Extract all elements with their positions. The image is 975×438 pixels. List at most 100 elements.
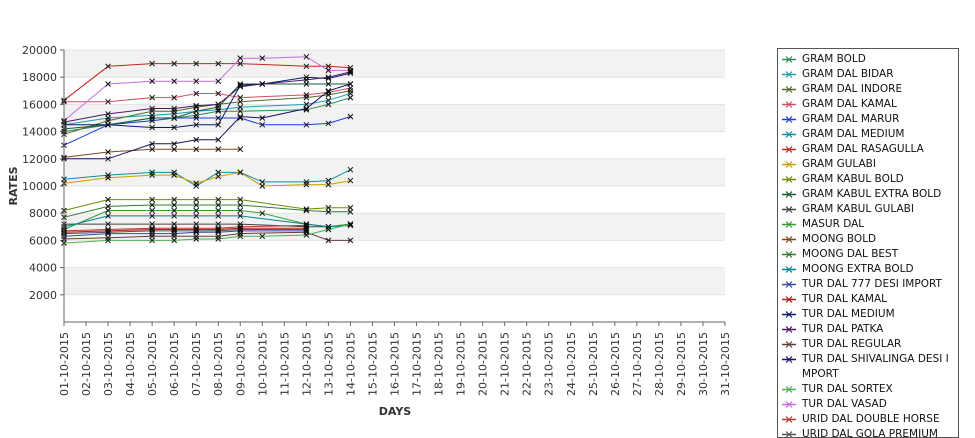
data-point — [325, 177, 332, 184]
y-tick-label: 16000 — [22, 98, 57, 111]
series-line-24 — [63, 229, 307, 235]
data-point — [149, 94, 155, 101]
data-point — [303, 101, 310, 108]
data-point — [193, 102, 200, 109]
data-point — [303, 181, 310, 188]
data-point — [237, 60, 244, 67]
data-point — [303, 92, 310, 98]
data-point — [193, 228, 200, 234]
data-point — [325, 181, 332, 188]
legend-item[interactable]: MOONG EXTRA BOLD — [778, 262, 958, 277]
x-tick-label: 25-10-2015 — [587, 332, 600, 396]
legend-item[interactable]: GRAM DAL BIDAR — [778, 67, 958, 82]
data-point — [215, 169, 222, 176]
data-point — [237, 104, 244, 110]
data-point — [325, 89, 332, 96]
data-point — [325, 63, 332, 70]
data-point — [193, 146, 200, 153]
data-point — [171, 94, 178, 101]
x-tick-label: 08-10-2015 — [212, 332, 225, 396]
legend-marker-icon — [782, 176, 796, 183]
x-tick-label: 04-10-2015 — [124, 332, 137, 396]
legend-item[interactable]: TUR DAL PATKA — [778, 322, 958, 337]
series-line-19 — [63, 231, 351, 241]
data-point — [347, 67, 354, 74]
data-point — [303, 222, 310, 229]
data-point — [303, 221, 310, 227]
data-point — [325, 208, 332, 215]
x-tick-label: 15-10-2015 — [366, 332, 379, 396]
data-point — [259, 55, 266, 62]
data-point — [215, 108, 222, 115]
data-point — [215, 202, 222, 208]
legend-marker-icon — [782, 401, 796, 408]
series-line-6 — [63, 63, 351, 101]
legend-marker-icon — [782, 341, 796, 348]
data-point — [215, 115, 222, 121]
legend-item[interactable]: GRAM KABUL BOLD — [778, 172, 958, 187]
data-point — [149, 172, 155, 178]
data-point — [303, 121, 310, 128]
legend-item[interactable]: GRAM BOLD — [778, 52, 958, 67]
legend-label: MOONG DAL BEST — [802, 248, 899, 260]
legend-label: GRAM DAL KAMAL — [802, 98, 897, 110]
data-point — [105, 98, 111, 105]
data-point — [105, 149, 111, 155]
data-point — [325, 74, 332, 81]
legend-item[interactable]: GRAM GULABI — [778, 157, 958, 172]
legend-item[interactable]: TUR DAL SORTEX — [778, 382, 958, 397]
data-point — [105, 228, 111, 234]
legend-item[interactable]: GRAM DAL KAMAL — [778, 97, 958, 112]
data-point — [193, 90, 200, 97]
data-point — [105, 121, 111, 128]
data-point — [259, 179, 266, 185]
data-point — [171, 221, 178, 227]
data-point — [215, 121, 222, 128]
data-point — [237, 94, 244, 101]
legend-item[interactable]: MASUR DAL — [778, 217, 958, 232]
legend-item[interactable]: GRAM KABUL EXTRA BOLD — [778, 187, 958, 202]
legend-item[interactable]: TUR DAL REGULAR — [778, 337, 958, 352]
legend-item[interactable]: MOONG DAL BEST — [778, 247, 958, 262]
data-point — [193, 226, 200, 233]
series-line-16 — [63, 227, 307, 233]
legend-label: GRAM KABUL EXTRA BOLD — [802, 188, 942, 200]
legend-item[interactable]: GRAM DAL MARUR — [778, 112, 958, 127]
y-tick-label: 8000 — [29, 207, 57, 220]
data-point — [171, 172, 178, 178]
legend-item[interactable]: TUR DAL SHIVALINGA DESI I MPORT — [778, 352, 958, 382]
data-point — [215, 146, 222, 153]
x-tick-label: 11-10-2015 — [278, 332, 291, 396]
data-point — [105, 63, 111, 70]
x-tick-label: 18-10-2015 — [433, 332, 446, 396]
x-tick-label: 12-10-2015 — [300, 332, 313, 396]
legend-item[interactable]: GRAM DAL MEDIUM — [778, 127, 958, 142]
data-point — [105, 203, 111, 210]
legend-item[interactable]: TUR DAL VASAD — [778, 397, 958, 412]
data-point — [237, 196, 244, 203]
legend-item[interactable]: URID DAL DOUBLE HORSE — [778, 412, 958, 427]
data-point — [347, 222, 354, 229]
data-point — [347, 221, 354, 227]
legend-item[interactable]: GRAM DAL INDORE — [778, 82, 958, 97]
y-tick-label: 10000 — [22, 180, 57, 193]
data-point — [105, 207, 111, 214]
legend-item[interactable]: GRAM DAL RASAGULLA — [778, 142, 958, 157]
data-point — [193, 115, 200, 121]
legend-item[interactable]: TUR DAL MEDIUM — [778, 307, 958, 322]
data-point — [171, 60, 178, 67]
data-point — [149, 60, 155, 67]
data-point — [149, 233, 155, 240]
legend-item[interactable]: TUR DAL 777 DESI IMPORT — [778, 277, 958, 292]
legend-item[interactable]: GRAM KABUL GULABI — [778, 202, 958, 217]
data-point — [193, 221, 200, 227]
data-point — [149, 196, 155, 203]
data-point — [193, 136, 200, 143]
legend-item[interactable]: TUR DAL KAMAL — [778, 292, 958, 307]
grid-band — [64, 131, 725, 159]
y-axis-ticks: 2000 4000 6000 8000 10000 12000 14000 16000 1800… — [22, 44, 64, 302]
data-point — [303, 105, 310, 112]
legend-marker-icon — [782, 281, 796, 288]
legend-item[interactable]: MOONG BOLD — [778, 232, 958, 247]
series-line-15 — [63, 230, 307, 237]
